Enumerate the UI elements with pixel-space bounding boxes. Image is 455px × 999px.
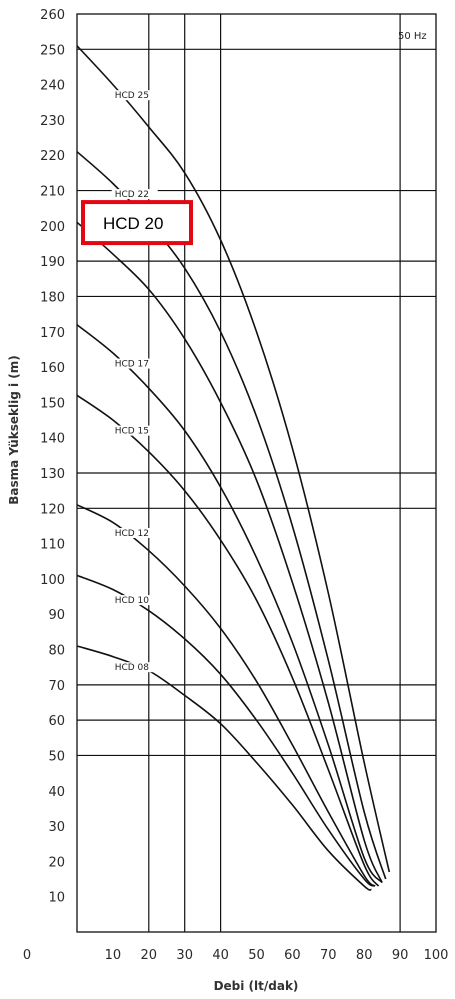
curve-label-bg: [111, 358, 158, 369]
x-tick-label: 10: [105, 948, 122, 963]
origin-tick-label: 0: [23, 948, 31, 963]
curve-hcd-12: [76, 504, 376, 887]
y-tick-label: 130: [40, 467, 65, 482]
y-tick-label: 120: [40, 502, 65, 517]
curve-label-hcd-10: HCD 10: [115, 596, 150, 606]
curve-hcd-10: [76, 574, 376, 887]
curve-label-bg: [111, 662, 158, 673]
frequency-label: 50 Hz: [398, 31, 427, 42]
y-tick-label: 180: [40, 290, 65, 305]
curve-label-bg: [111, 189, 158, 200]
highlight-label: HCD 20: [103, 214, 163, 233]
curve-label-bg: [111, 595, 158, 606]
y-tick-label: 90: [48, 608, 65, 623]
y-axis-title: Basma Yükseklig i (m): [7, 355, 21, 505]
curve-hcd-15: [76, 394, 380, 887]
x-tick-label: 50: [248, 948, 265, 963]
curve-hcd-17: [76, 324, 383, 884]
y-tick-label: 210: [40, 185, 65, 200]
curve-label-hcd-17: HCD 17: [115, 360, 149, 370]
y-axis-ticks: 10 20 30 40 50 60 70 80 90 100 110 120 130 140 150 160 1…: [40, 8, 65, 906]
x-tick-label: 60: [284, 948, 301, 963]
y-tick-label: 160: [40, 361, 65, 376]
curve-label-bg: [111, 528, 158, 539]
y-tick-label: 150: [40, 396, 65, 411]
y-tick-label: 70: [48, 679, 65, 694]
curve-label-bg: [111, 425, 158, 436]
y-tick-label: 240: [40, 79, 65, 94]
grid-lines: [77, 14, 436, 932]
y-tick-label: 20: [48, 855, 65, 870]
curve-labels: HCD 25 HCD 22 HCD 17 HCD 15 HCD 12 HCD 10 HCD …: [111, 90, 158, 673]
y-tick-label: 40: [48, 785, 65, 800]
x-axis-ticks: 10 20 30 40 50 60 70 80 90 100 0: [23, 948, 449, 963]
x-tick-label: 100: [424, 948, 449, 963]
y-tick-label: 200: [40, 220, 65, 235]
highlight-box: HCD 20: [81, 200, 193, 246]
curve-hcd-20: [76, 221, 383, 883]
curve-label-hcd-12: HCD 12: [115, 529, 149, 539]
y-tick-label: 10: [48, 891, 65, 906]
y-tick-label: 140: [40, 432, 65, 447]
y-tick-label: 250: [40, 43, 65, 58]
y-tick-label: 50: [48, 749, 65, 764]
x-tick-label: 70: [320, 948, 337, 963]
curve-label-bg: [111, 90, 158, 101]
performance-curves: [76, 45, 391, 891]
x-tick-label: 80: [356, 948, 373, 963]
y-tick-label: 190: [40, 255, 65, 270]
y-tick-label: 260: [40, 8, 65, 23]
plot-frame: [76, 13, 437, 933]
y-tick-label: 100: [40, 573, 65, 588]
curve-label-hcd-15: HCD 15: [115, 427, 149, 437]
y-tick-label: 170: [40, 326, 65, 341]
y-tick-label: 230: [40, 114, 65, 129]
y-tick-label: 110: [40, 538, 65, 553]
y-tick-label: 30: [48, 820, 65, 835]
x-tick-label: 90: [392, 948, 409, 963]
curve-label-hcd-08: HCD 08: [115, 663, 150, 673]
x-tick-label: 30: [176, 948, 193, 963]
y-tick-label: 220: [40, 149, 65, 164]
x-axis-title: Debi (lt/dak): [214, 979, 299, 993]
y-tick-label: 60: [48, 714, 65, 729]
x-tick-label: 20: [141, 948, 158, 963]
curve-label-hcd-22: HCD 22: [115, 190, 149, 200]
curve-hcd-25: [76, 45, 391, 873]
curve-label-hcd-25: HCD 25: [115, 91, 149, 101]
y-tick-label: 80: [48, 644, 65, 659]
x-tick-label: 40: [212, 948, 229, 963]
